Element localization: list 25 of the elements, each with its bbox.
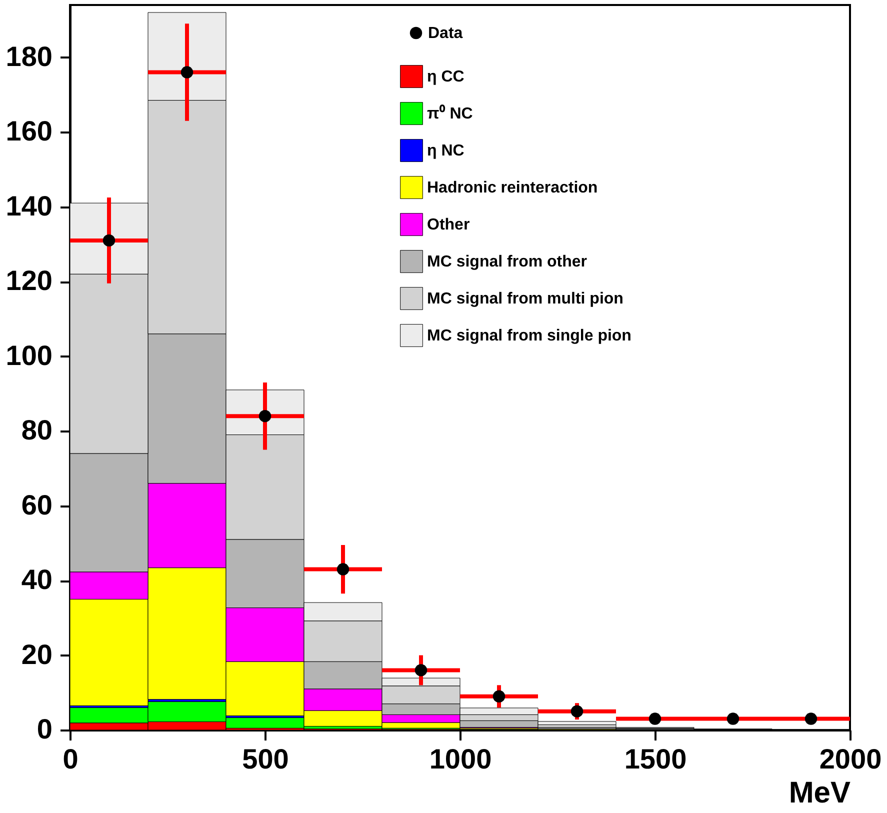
y-tick-label: 140 <box>6 190 52 222</box>
x-tick-label: 500 <box>242 744 289 774</box>
legend-label: η NC <box>427 142 465 160</box>
y-tick-label: 0 <box>36 714 52 744</box>
x-tick-label: 2000 <box>819 744 882 774</box>
legend-label: MC signal from single pion <box>427 328 632 344</box>
legend-label: π⁰ NC <box>427 104 474 122</box>
legend-label: MC signal from multi pion <box>427 290 624 308</box>
y-tick-label: 80 <box>21 414 52 446</box>
legend-label: Other <box>427 216 470 234</box>
y-tick-label: 120 <box>6 265 52 296</box>
legend-label: η CC <box>427 68 465 86</box>
y-tick-label: 40 <box>21 564 52 596</box>
x-tick-label: 1500 <box>624 744 687 774</box>
x-tick-label: 0 <box>62 744 78 774</box>
legend-label: Data <box>428 25 463 42</box>
y-tick-label: 100 <box>6 340 52 371</box>
y-tick-label: 160 <box>6 116 52 147</box>
y-tick-label: 180 <box>6 40 52 72</box>
y-tick-label: 60 <box>21 489 52 520</box>
legend-label: MC signal from other <box>427 254 588 270</box>
y-tick-label: 20 <box>21 638 52 670</box>
x-axis-title: MeV <box>788 776 850 810</box>
legend-label: Hadronic reinteraction <box>427 180 598 196</box>
x-tick-label: 1000 <box>429 744 492 774</box>
